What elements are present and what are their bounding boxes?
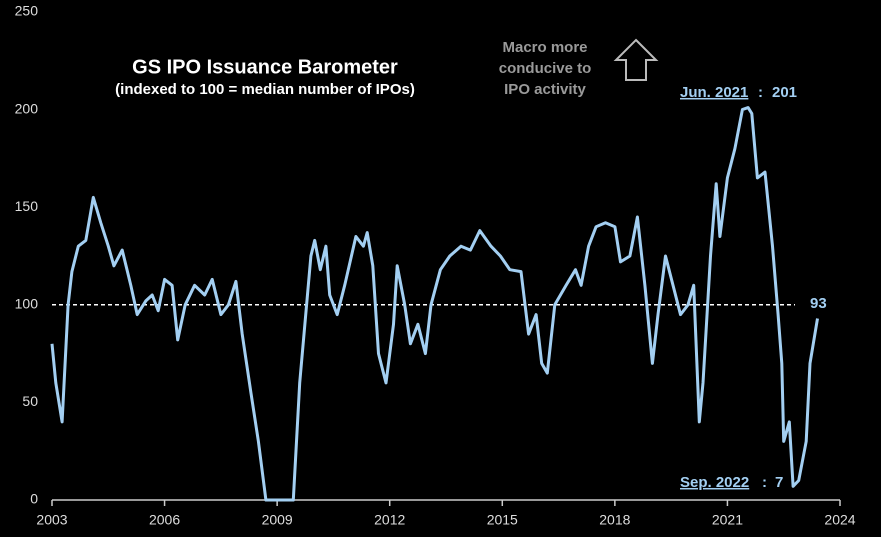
annotation: Macro more: [502, 39, 587, 56]
annotation: conducive to: [499, 60, 592, 77]
x-tick-label: 2012: [374, 512, 405, 528]
data-label: 201: [772, 84, 797, 101]
x-tick-label: 2024: [824, 512, 855, 528]
peak-label: Jun. 2021: [680, 84, 748, 101]
chart-subtitle: (indexed to 100 = median number of IPOs): [115, 81, 415, 98]
chart-title: GS IPO Issuance Barometer: [132, 56, 398, 78]
y-tick-label: 200: [15, 100, 39, 116]
line: [50, 106, 819, 502]
x-tick-label: 2018: [599, 512, 630, 528]
x-tick-label: 2003: [36, 512, 67, 528]
y-tick-label: 0: [30, 491, 38, 507]
separator: :: [762, 474, 767, 491]
trough-label: Sep. 2022: [680, 474, 749, 491]
y-tick-label: 100: [15, 296, 39, 312]
x-tick-label: 2009: [262, 512, 293, 528]
y-tick-label: 150: [15, 198, 39, 214]
data-label: 7: [775, 474, 783, 491]
x-tick-label: 2006: [149, 512, 180, 528]
y-tick-label: 250: [15, 3, 39, 19]
y-tick-label: 50: [22, 393, 38, 409]
data-label: 93: [810, 295, 827, 312]
separator: :: [758, 84, 763, 101]
x-tick-label: 2021: [712, 512, 743, 528]
up-arrow: [613, 38, 659, 81]
x-tick-label: 2015: [487, 512, 518, 528]
annotation: IPO activity: [504, 81, 586, 98]
